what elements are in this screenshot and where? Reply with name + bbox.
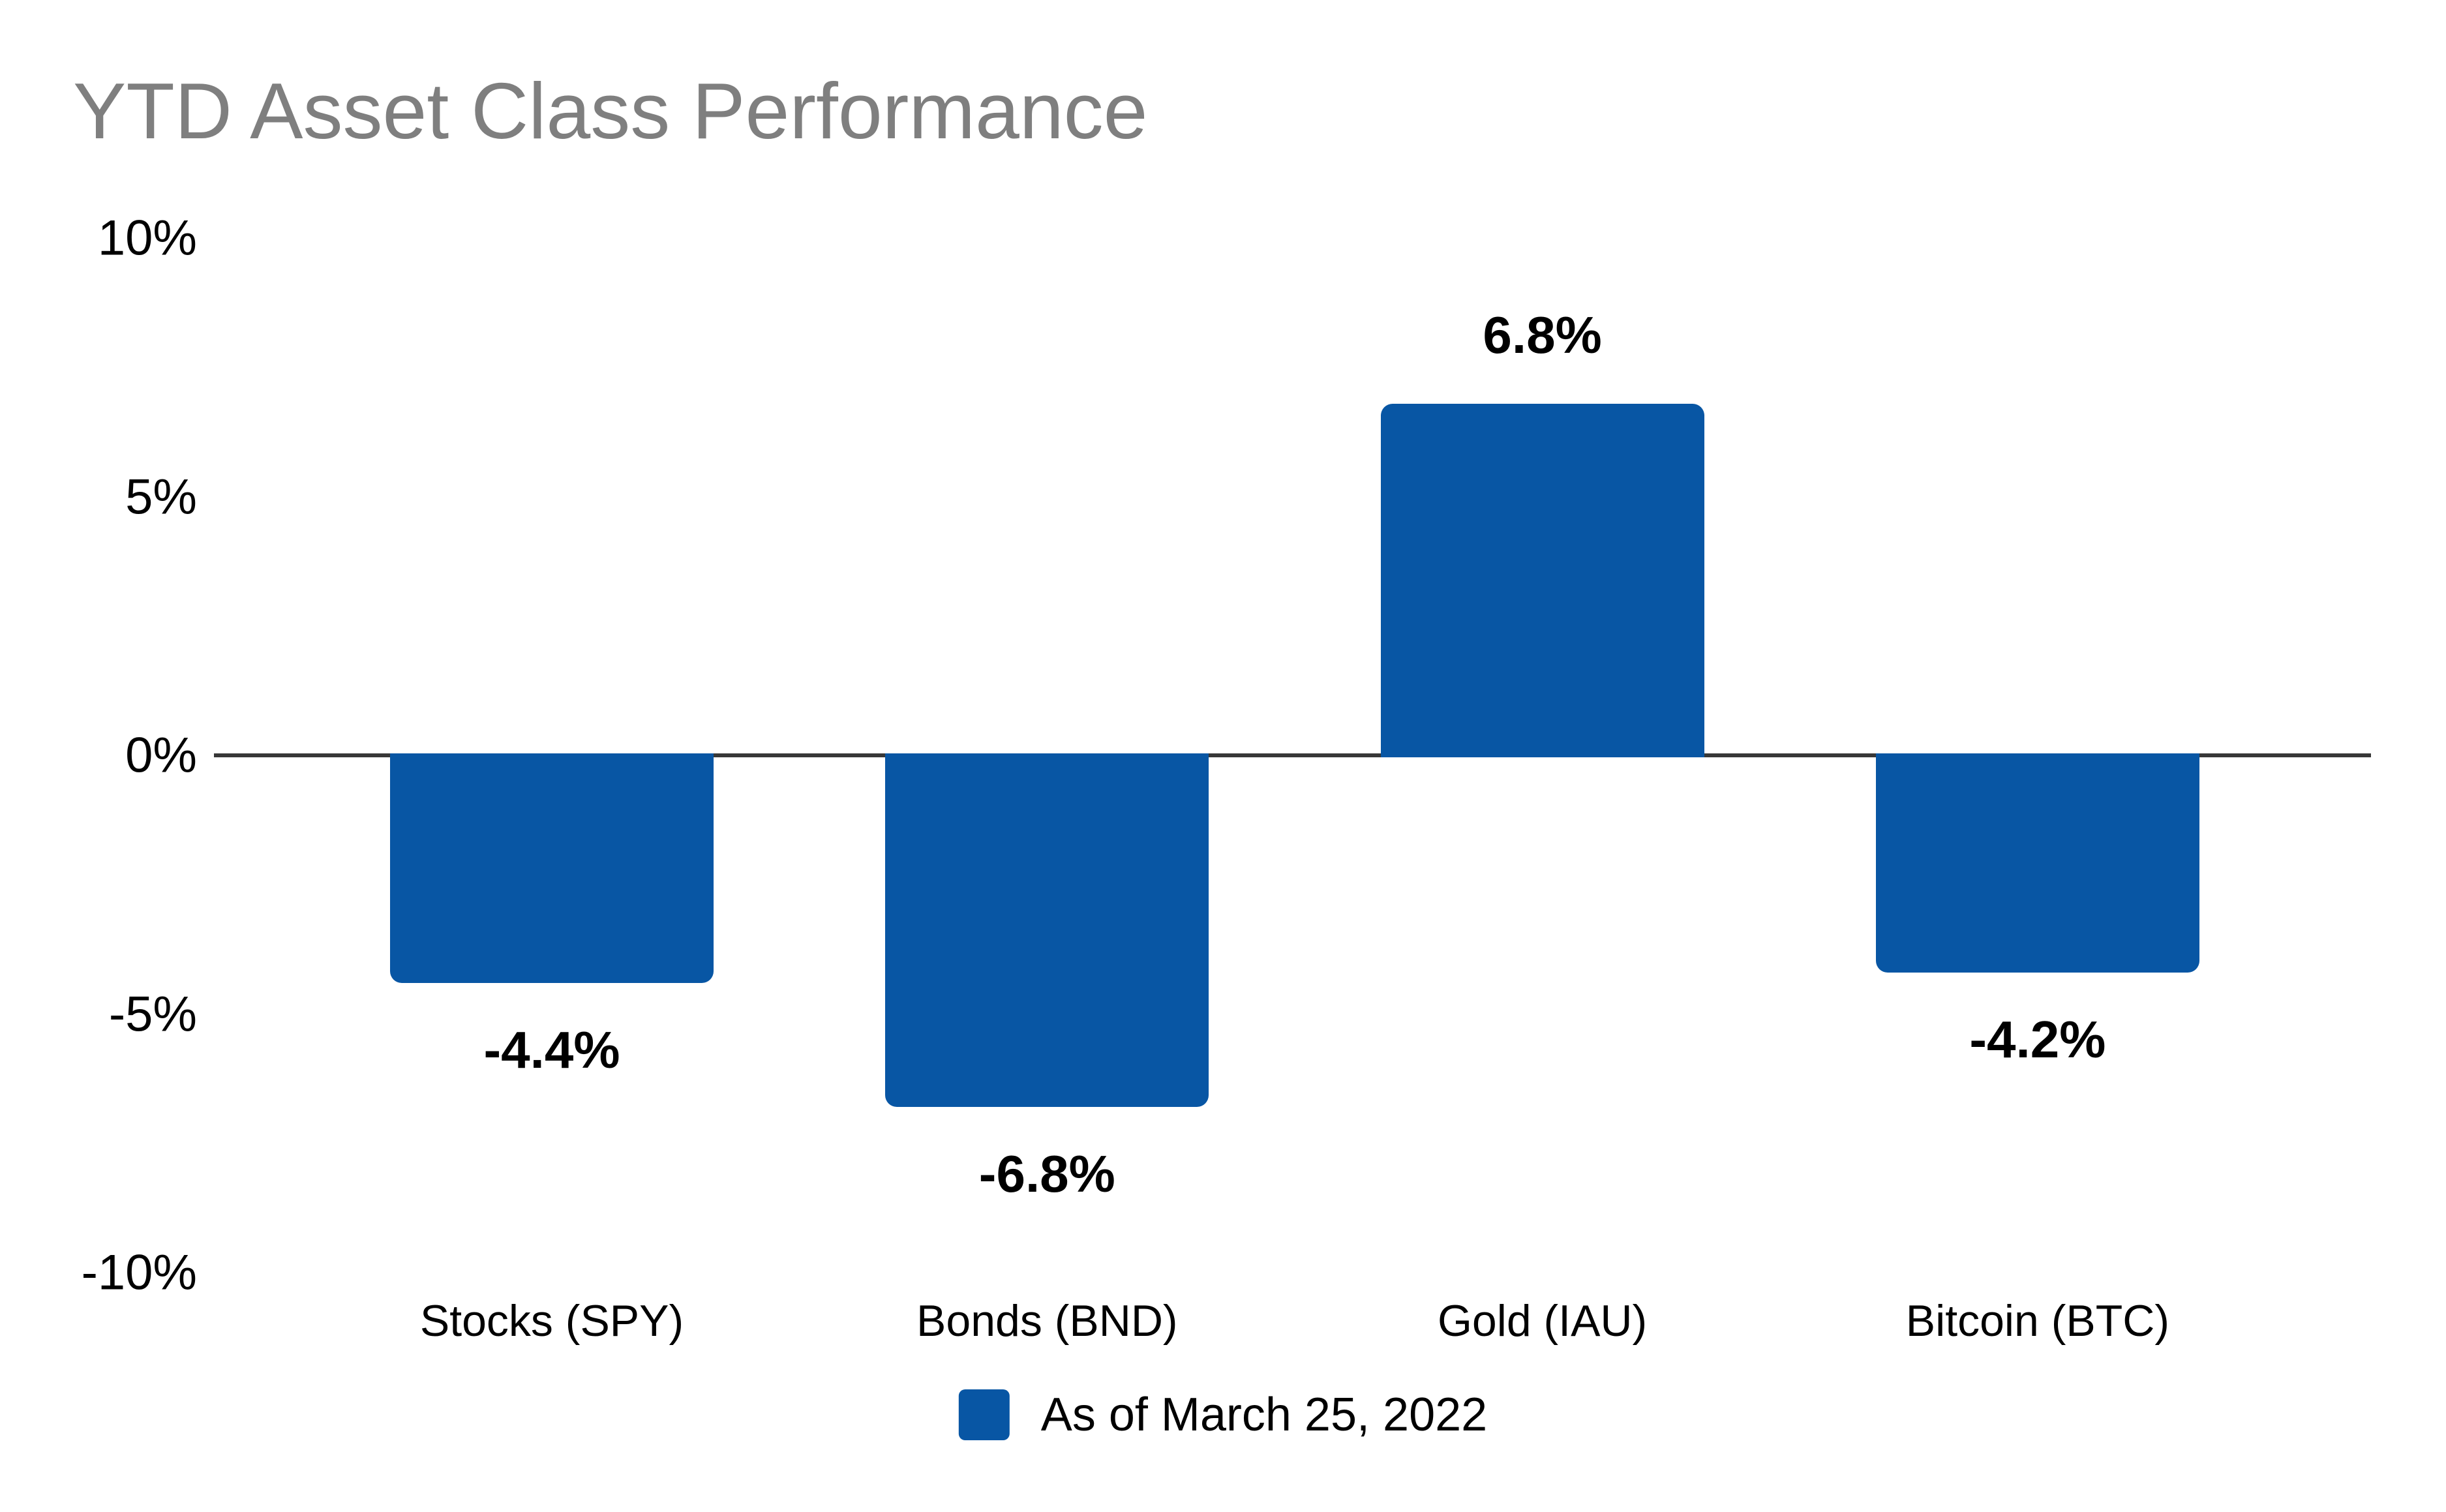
y-tick-label: 0%	[125, 727, 197, 783]
y-tick-label: -5%	[108, 986, 197, 1042]
x-axis-category-label: Stocks (SPY)	[419, 1296, 684, 1346]
legend: As of March 25, 2022	[958, 1388, 1488, 1442]
x-axis-category-label: Bitcoin (BTC)	[1905, 1296, 2170, 1346]
y-tick-label: 10%	[97, 210, 197, 266]
x-axis-category-label: Gold (IAU)	[1438, 1296, 1648, 1346]
x-axis-category-label: Bonds (BND)	[916, 1296, 1178, 1346]
bar	[1875, 753, 2199, 973]
bar	[885, 753, 1209, 1108]
bar	[390, 753, 714, 983]
bar	[1380, 403, 1704, 757]
legend-label: As of March 25, 2022	[1040, 1389, 1488, 1441]
bar-value-label: -4.4%	[483, 1020, 620, 1079]
y-tick-label: -10%	[81, 1245, 197, 1301]
legend-swatch-icon	[958, 1389, 1010, 1440]
bar-value-label: -6.8%	[978, 1145, 1115, 1203]
y-tick-label: 5%	[125, 469, 197, 524]
bar-value-label: -4.2%	[1969, 1010, 2106, 1069]
chart-title: YTD Asset Class Performance	[73, 67, 1148, 155]
bar-value-label: 6.8%	[1483, 305, 1602, 364]
zero-axis-line	[214, 753, 2371, 757]
